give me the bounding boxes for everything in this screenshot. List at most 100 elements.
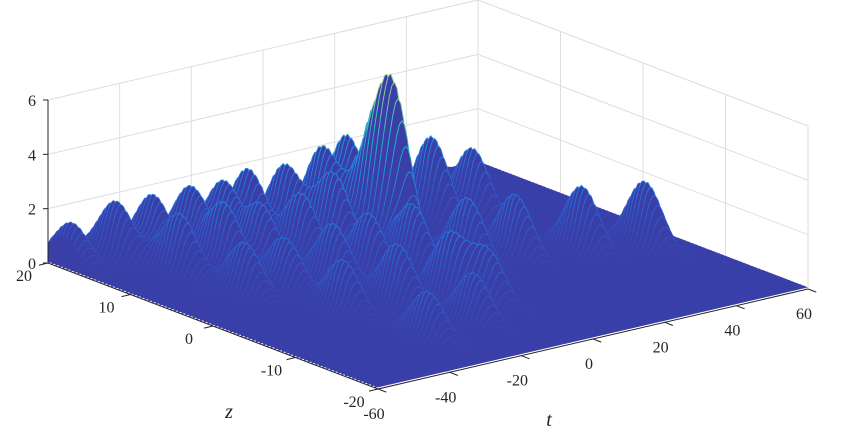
surface-wire-segment <box>554 192 558 195</box>
surface-wire-segment <box>493 172 497 175</box>
surface-wire-segment <box>155 301 159 303</box>
surface-wire-segment <box>517 178 521 180</box>
surface-wire-segment <box>150 293 154 295</box>
surface-wire-segment <box>547 189 550 192</box>
surface-wire-segment <box>132 290 135 293</box>
surface-wire-segment <box>536 209 539 211</box>
surface-wire-segment <box>522 181 525 184</box>
surface-wire-segment <box>512 175 516 177</box>
surface-wire-segment <box>550 191 554 193</box>
surface-wire-segment <box>501 170 505 173</box>
surface-wire-segment <box>157 294 160 296</box>
surface-wire-segment <box>559 196 563 198</box>
back-wall-grid-line <box>47 108 479 210</box>
surface-wire-segment <box>60 225 64 228</box>
surface-wire-segment <box>137 235 141 237</box>
back-wall-grid-line <box>47 0 479 101</box>
surface-wire-segment <box>507 180 511 182</box>
surface-wire-segment <box>127 282 131 284</box>
surface-wire-segment <box>136 294 140 296</box>
surface-wire-segment <box>163 295 166 297</box>
surface-wire-segment <box>96 216 101 223</box>
surface-wire-segment <box>533 186 537 188</box>
surface-wire-segment <box>493 183 496 186</box>
surface-wire-segment <box>565 196 569 199</box>
surface-wire-segment <box>540 207 543 209</box>
surface-wire-segment <box>524 185 528 188</box>
surface-wire-segment <box>139 293 143 296</box>
surface-wire-segment <box>97 216 102 225</box>
surface-wire-segment <box>151 295 155 297</box>
surface-wire-segment <box>54 231 59 239</box>
surface-wire-segment <box>540 198 544 200</box>
surface-wire-segment <box>519 177 523 180</box>
surface-wire-segment <box>539 187 543 189</box>
surface-wire-segment <box>553 190 557 193</box>
surface-wire-segment <box>540 189 544 191</box>
surface-wire-segment <box>534 197 537 199</box>
surface-wire-segment <box>499 173 503 175</box>
surface-wire-segment <box>146 296 150 299</box>
surface-wire-segment <box>519 182 523 184</box>
surface-wire-segment <box>495 170 498 172</box>
surface-wire-segment <box>93 238 98 246</box>
surface-wire-segment <box>552 193 555 195</box>
surface-wire-segment <box>164 296 168 299</box>
surface-wire-segment <box>128 289 132 291</box>
surface-wire-segment <box>95 246 99 252</box>
surface-wire-segment <box>125 290 129 292</box>
surface-wire-segment <box>85 232 89 237</box>
surface-wire-segment <box>502 172 506 175</box>
surface-wire-segment <box>98 220 103 231</box>
surface-wire-segment <box>513 177 517 179</box>
surface-wire-segment <box>107 203 112 211</box>
surface-wire-segment <box>147 291 150 294</box>
surface-wire-segment <box>70 221 74 225</box>
surface-wire-segment <box>130 288 134 291</box>
surface-wire-segment <box>505 172 508 174</box>
surface-wire-segment <box>80 228 84 234</box>
surface-wire-segment <box>134 280 138 283</box>
surface-wire-segment <box>549 189 553 191</box>
surface-wire-segment <box>128 280 132 282</box>
surface-wire-segment <box>561 195 565 197</box>
surface-wire-segment <box>543 188 547 190</box>
surface-wire-segment <box>521 179 524 182</box>
surface-wire-segment <box>522 189 525 191</box>
surface-wire-segment <box>173 286 177 289</box>
surface-wire-segment <box>516 180 519 183</box>
surface-wire-segment <box>490 171 493 173</box>
surface-wire-segment <box>544 190 548 192</box>
surface-wire-segment <box>318 146 322 148</box>
back-wall-grid-line <box>47 53 479 155</box>
surface-wire-segment <box>503 178 507 181</box>
surface-wire-segment <box>529 184 533 187</box>
surface-wire-segment <box>490 166 493 169</box>
surface-wire-segment <box>50 235 54 240</box>
surface-wire-segment <box>58 229 63 237</box>
surface-wire-segment <box>550 195 554 197</box>
surface-wire-segment <box>506 174 510 176</box>
surface-wire-segment <box>534 183 538 186</box>
surface-wire-segment <box>160 295 164 297</box>
surface-wire-segment <box>523 179 527 181</box>
surface-wire-segment <box>532 184 536 186</box>
surface-wire-segment <box>95 224 99 233</box>
surface-wire-segment <box>92 222 97 228</box>
surface-wire-segment <box>487 167 491 169</box>
surface-wire-segment <box>241 240 245 243</box>
surface-wire-segment <box>62 228 66 237</box>
surface-wire-segment <box>507 176 511 178</box>
side-wall-grid-line <box>477 108 809 236</box>
surface-wire-segment <box>556 204 560 206</box>
surface-wire-segment <box>120 286 124 289</box>
surface-wire-segment <box>558 194 561 196</box>
surface-wire-segment <box>530 186 534 189</box>
surface-wire-segment <box>151 300 155 302</box>
surface-wire-segment <box>488 169 492 171</box>
surface-wire-segment <box>523 183 527 186</box>
surface-wire-segment <box>158 300 161 303</box>
surface-wire-segment <box>148 293 152 296</box>
surface-wire-segment <box>534 188 538 190</box>
